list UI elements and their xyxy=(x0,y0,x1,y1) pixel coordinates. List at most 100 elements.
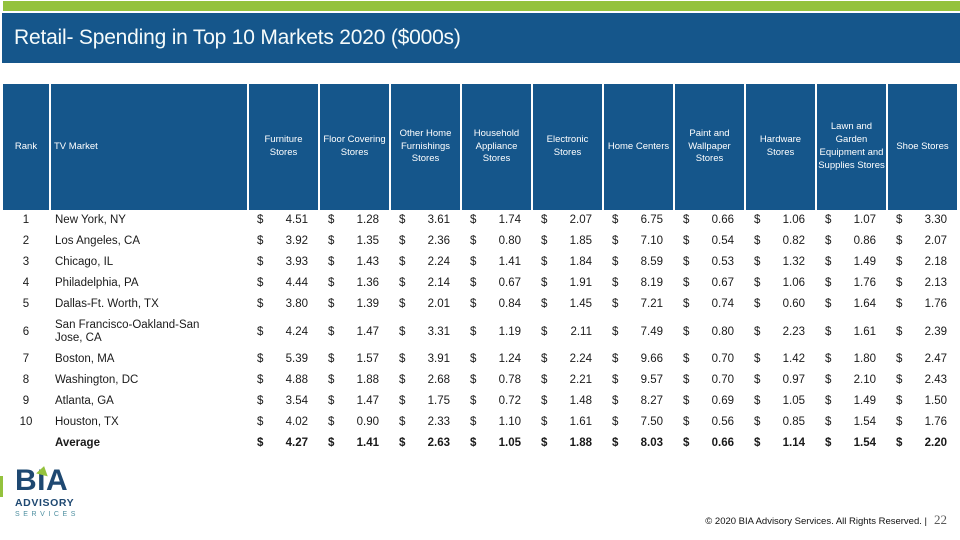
bia-logo: BIA ADVISORY SERVICES xyxy=(15,464,95,518)
currency-symbol: $ xyxy=(399,235,406,247)
cell-value: 1.28 xyxy=(356,214,379,226)
currency-symbol: $ xyxy=(896,374,903,386)
currency-symbol: $ xyxy=(399,214,406,226)
currency-symbol: $ xyxy=(257,235,264,247)
cell-value: 3.80 xyxy=(285,298,308,310)
currency-symbol: $ xyxy=(541,298,548,310)
currency-symbol: $ xyxy=(328,374,335,386)
currency-symbol: $ xyxy=(683,277,690,289)
cell-value: 1.84 xyxy=(569,256,592,268)
rank-cell: 3 xyxy=(22,256,30,268)
market-cell: Los Angeles, CA xyxy=(55,235,141,247)
cell-value: 3.54 xyxy=(285,395,308,407)
currency-symbol: $ xyxy=(825,374,832,386)
currency-symbol: $ xyxy=(257,374,264,386)
value-cell: $1.35 xyxy=(320,231,389,252)
cell-value: 1.05 xyxy=(498,437,521,449)
value-cell: $3.61 xyxy=(391,210,460,231)
cell-value: 1.49 xyxy=(853,395,876,407)
rank-cell: 10 xyxy=(19,416,33,428)
cell-value: 1.06 xyxy=(782,214,805,226)
logo-advisory-text: ADVISORY xyxy=(15,497,75,509)
currency-symbol: $ xyxy=(257,325,264,338)
cell-value: 1.42 xyxy=(782,353,805,365)
cell-value: 1.76 xyxy=(924,416,947,428)
currency-symbol: $ xyxy=(896,416,903,428)
value-cell: $1.91 xyxy=(533,273,602,294)
currency-symbol: $ xyxy=(399,353,406,365)
table-row: 9 Atlanta, GA $3.54 $1.47 $1.75 $0.72 $1.48 $8.… xyxy=(3,391,957,412)
value-cell: $2.14 xyxy=(391,273,460,294)
value-cell: $5.39 xyxy=(249,349,318,370)
currency-symbol: $ xyxy=(754,437,761,449)
retail-spending-table: Rank TV Market Furniture Stores Floor Cover… xyxy=(1,84,959,454)
cell-value: 1.74 xyxy=(498,214,521,226)
currency-symbol: $ xyxy=(683,214,690,226)
column-header: Floor Covering Stores xyxy=(320,84,389,210)
currency-symbol: $ xyxy=(328,235,335,247)
cell-value: 3.31 xyxy=(427,325,450,338)
currency-symbol: $ xyxy=(399,437,406,449)
cell-value: 8.03 xyxy=(640,437,663,449)
rank-cell: 6 xyxy=(22,325,30,338)
cell-value: 2.47 xyxy=(924,353,947,365)
currency-symbol: $ xyxy=(896,298,903,310)
currency-symbol: $ xyxy=(257,277,264,289)
cell-value: 1.06 xyxy=(782,277,805,289)
value-cell: $0.66 xyxy=(675,210,744,231)
currency-symbol: $ xyxy=(328,416,335,428)
table-row: 7 Boston, MA $5.39 $1.57 $3.91 $1.24 $2.24 $9.6… xyxy=(3,349,957,370)
currency-symbol: $ xyxy=(257,256,264,268)
currency-symbol: $ xyxy=(541,374,548,386)
table-row: 2 Los Angeles, CA $3.92 $1.35 $2.36 $0.80 $1.8… xyxy=(3,231,957,252)
currency-symbol: $ xyxy=(825,437,832,449)
currency-symbol: $ xyxy=(612,353,619,365)
footer-copyright-row: © 2020 BIA Advisory Services. All Rights… xyxy=(705,512,947,528)
cell-value: 1.48 xyxy=(569,395,592,407)
cell-value: 0.70 xyxy=(711,353,734,365)
currency-symbol: $ xyxy=(683,416,690,428)
currency-symbol: $ xyxy=(541,256,548,268)
value-cell: $1.39 xyxy=(320,294,389,315)
cell-value: 0.84 xyxy=(498,298,521,310)
value-cell: $1.49 xyxy=(817,391,886,412)
value-cell: $0.70 xyxy=(675,349,744,370)
value-cell: $0.67 xyxy=(462,273,531,294)
value-cell: $0.86 xyxy=(817,231,886,252)
table-row: 8 Washington, DC $4.88 $1.88 $2.68 $0.78 $2.21… xyxy=(3,370,957,391)
cell-value: 7.49 xyxy=(640,325,663,338)
cell-value: 9.57 xyxy=(640,374,663,386)
value-cell: $3.92 xyxy=(249,231,318,252)
value-cell: $2.63 xyxy=(391,433,460,454)
value-cell: $1.14 xyxy=(746,433,815,454)
currency-symbol: $ xyxy=(612,277,619,289)
currency-symbol: $ xyxy=(328,437,335,449)
currency-symbol: $ xyxy=(328,256,335,268)
value-cell: $1.10 xyxy=(462,412,531,433)
currency-symbol: $ xyxy=(754,277,761,289)
currency-symbol: $ xyxy=(896,277,903,289)
value-cell: $2.24 xyxy=(533,349,602,370)
logo-wordmark: BIA xyxy=(15,464,69,497)
footer-accent-bar xyxy=(0,476,3,497)
value-cell: $1.47 xyxy=(320,391,389,412)
value-cell: $1.36 xyxy=(320,273,389,294)
rank-cell: 5 xyxy=(22,298,30,310)
column-header: Paint and Wallpaper Stores xyxy=(675,84,744,210)
value-cell: $1.45 xyxy=(533,294,602,315)
column-header: Hardware Stores xyxy=(746,84,815,210)
value-cell: $0.72 xyxy=(462,391,531,412)
cell-value: 4.51 xyxy=(285,214,308,226)
table-row: 5 Dallas-Ft. Worth, TX $3.80 $1.39 $2.01 $0.8… xyxy=(3,294,957,315)
currency-symbol: $ xyxy=(399,395,406,407)
currency-symbol: $ xyxy=(612,437,619,449)
value-cell: $1.74 xyxy=(462,210,531,231)
value-cell: $0.74 xyxy=(675,294,744,315)
cell-value: 1.75 xyxy=(427,395,450,407)
value-cell: $1.41 xyxy=(320,433,389,454)
currency-symbol: $ xyxy=(257,416,264,428)
currency-symbol: $ xyxy=(612,235,619,247)
value-cell: $2.01 xyxy=(391,294,460,315)
value-cell: $2.21 xyxy=(533,370,602,391)
